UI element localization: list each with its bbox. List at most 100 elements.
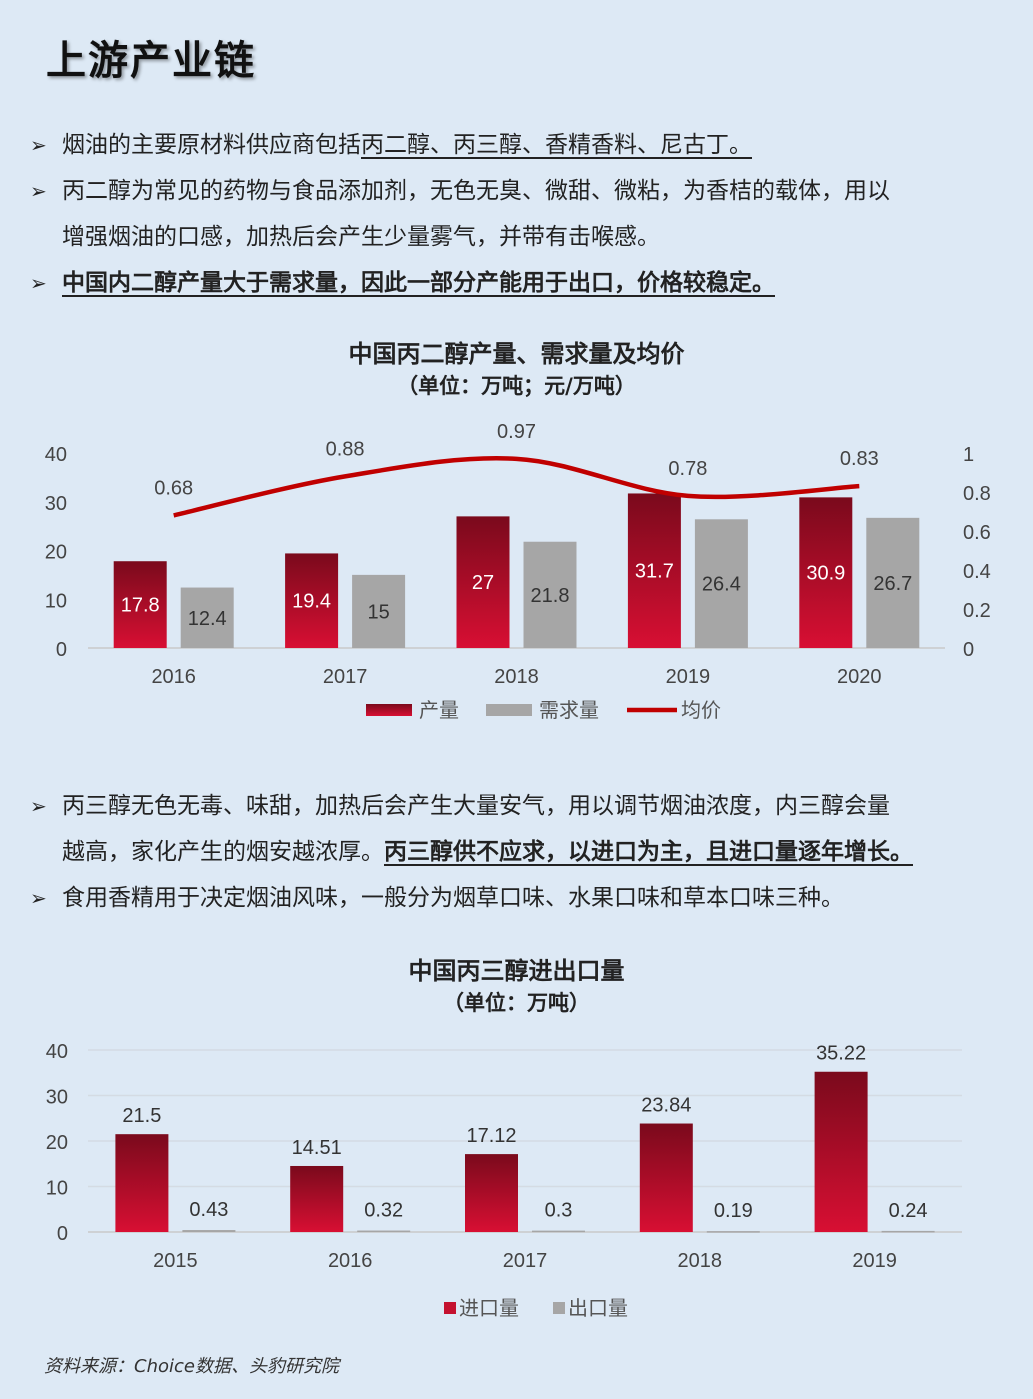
data-label-export: 0.43 bbox=[189, 1199, 228, 1221]
bar-import bbox=[115, 1134, 169, 1232]
bullet-bold-text: 中国内二醇产量大于需求量，因此一部分产能用于出口，价格较稳定。 bbox=[62, 269, 775, 296]
bullet-list-1: ➢ 烟油的主要原材料供应商包括丙二醇、丙三醇、香精香料、尼古丁。 ➢ 丙二醇为常… bbox=[30, 122, 1020, 306]
bar-export bbox=[706, 1231, 760, 1233]
chart-propylene-glycol: 0 10 20 30 40 0 0.2 0.4 0.6 0.8 1 17.8 12.4 2016 19.4 1… bbox=[45, 421, 991, 722]
y-tick-label: 20 bbox=[46, 1132, 68, 1154]
data-label-import: 17.12 bbox=[466, 1125, 516, 1147]
bar-demand bbox=[866, 517, 920, 648]
bullet-underlined-text: 丙二醇、丙三醇、香精香料、尼古丁。 bbox=[361, 132, 752, 158]
bar-import bbox=[639, 1123, 693, 1232]
bar-export bbox=[881, 1230, 935, 1233]
y2-tick-label: 1 bbox=[963, 444, 974, 466]
bullet-text: 食用香精用于决定烟油风味，一般分为烟草口味、水果口味和草本口味三种。 bbox=[62, 885, 844, 911]
data-label-demand: 21.8 bbox=[531, 585, 570, 607]
arrow-bullet-icon: ➢ bbox=[30, 179, 47, 203]
bullet-text-line2: 增强烟油的口感，加热后会产生少量雾气，并带有击喉感。 bbox=[62, 224, 660, 250]
x-tick-label: 2016 bbox=[151, 666, 196, 688]
y-tick-label: 40 bbox=[46, 1041, 68, 1063]
y2-tick-label: 0.4 bbox=[963, 561, 991, 583]
chart1-title-block: 中国丙二醇产量、需求量及均价 （单位：万吨；元/万吨） bbox=[0, 338, 1033, 402]
y2-tick-label: 0.2 bbox=[963, 600, 991, 622]
x-tick-label: 2017 bbox=[503, 1250, 548, 1272]
bullet-propylene-glycol: ➢ 丙二醇为常见的药物与食品添加剂，无色无臭、微甜、微粘，为香桔的载体，用以 增强… bbox=[30, 168, 1020, 260]
page-title: 上游产业链 bbox=[46, 37, 256, 84]
y-tick-label: 10 bbox=[46, 1178, 68, 1200]
y2-tick-label: 0.6 bbox=[963, 522, 991, 544]
bar-demand bbox=[352, 574, 406, 648]
bar-demand bbox=[180, 587, 234, 648]
data-label-production: 17.8 bbox=[121, 595, 160, 617]
y2-tick-label: 0.8 bbox=[963, 483, 991, 505]
bullet-text-line1: 丙三醇无色无毒、味甜，加热后会产生大量安气，用以调节烟油浓度，内三醇会量 bbox=[62, 793, 890, 819]
data-label-export: 0.24 bbox=[889, 1200, 928, 1222]
bar-demand bbox=[523, 541, 577, 648]
legend-swatch-import bbox=[444, 1302, 456, 1314]
data-label-demand: 12.4 bbox=[188, 608, 227, 630]
x-tick-label: 2019 bbox=[666, 666, 711, 688]
data-label-production: 31.7 bbox=[635, 561, 674, 583]
bar-production bbox=[285, 553, 339, 648]
arrow-bullet-icon: ➢ bbox=[30, 886, 47, 910]
data-label-demand: 26.4 bbox=[702, 574, 741, 596]
data-label-import: 21.5 bbox=[122, 1105, 161, 1127]
data-label-export: 0.32 bbox=[364, 1200, 403, 1222]
bullet-glycerol: ➢ 丙三醇无色无毒、味甜，加热后会产生大量安气，用以调节烟油浓度，内三醇会量 越高… bbox=[30, 783, 1020, 875]
chart2-title-block: 中国丙三醇进出口量 （单位：万吨） bbox=[0, 955, 1033, 1019]
data-label-production: 30.9 bbox=[806, 563, 845, 585]
y-tick-label: 0 bbox=[57, 1223, 68, 1245]
bar-production bbox=[113, 561, 167, 648]
line-average-price bbox=[173, 456, 860, 518]
data-label-production: 19.4 bbox=[292, 591, 331, 613]
data-label-demand: 15 bbox=[367, 601, 389, 623]
bullet-raw-materials: ➢ 烟油的主要原材料供应商包括丙二醇、丙三醇、香精香料、尼古丁。 bbox=[30, 122, 1020, 168]
bar-production bbox=[627, 493, 681, 648]
bullet-production-vs-demand: ➢ 中国内二醇产量大于需求量，因此一部分产能用于出口，价格较稳定。 bbox=[30, 260, 1020, 306]
y-tick-label: 30 bbox=[46, 1087, 68, 1109]
y-tick-label: 40 bbox=[45, 444, 67, 466]
bullet-text-line1: 丙二醇为常见的药物与食品添加剂，无色无臭、微甜、微粘，为香桔的载体，用以 bbox=[62, 178, 890, 204]
data-label-production: 27 bbox=[472, 572, 494, 594]
y-tick-label: 20 bbox=[45, 542, 67, 564]
x-tick-label: 2019 bbox=[852, 1250, 897, 1272]
chart1-title: 中国丙二醇产量、需求量及均价 bbox=[348, 339, 685, 368]
y2-tick-label: 0 bbox=[963, 639, 974, 661]
data-label-price: 0.78 bbox=[668, 458, 707, 480]
y-tick-label: 30 bbox=[45, 493, 67, 515]
data-label-import: 35.22 bbox=[816, 1043, 866, 1065]
bullet-flavors: ➢ 食用香精用于决定烟油风味，一般分为烟草口味、水果口味和草本口味三种。 bbox=[30, 875, 1020, 921]
chart2-subtitle: （单位：万吨） bbox=[443, 990, 590, 1015]
x-tick-label: 2016 bbox=[328, 1250, 373, 1272]
bar-production bbox=[799, 497, 853, 648]
data-label-import: 23.84 bbox=[641, 1095, 691, 1117]
x-tick-label: 2015 bbox=[153, 1250, 198, 1272]
x-tick-label: 2018 bbox=[494, 666, 539, 688]
legend-label-export: 出口量 bbox=[568, 1297, 628, 1320]
data-label-price: 0.68 bbox=[154, 477, 193, 499]
bullet-text-line2: 越高，家化产生的烟安越浓厚。 bbox=[62, 839, 384, 865]
source-note: 资料来源：Choice数据、头豹研究院 bbox=[44, 1356, 339, 1377]
arrow-bullet-icon: ➢ bbox=[30, 794, 47, 818]
data-label-export: 0.3 bbox=[545, 1200, 573, 1222]
bullet-text: 烟油的主要原材料供应商包括 bbox=[62, 132, 361, 158]
chart-glycerol-trade: 0 10 20 30 40 21.5 0.43 2015 14.51 0.32 2016 17.12 0… bbox=[46, 1041, 962, 1320]
y-tick-label: 0 bbox=[56, 639, 67, 661]
data-label-price: 0.88 bbox=[326, 438, 365, 460]
x-tick-label: 2017 bbox=[323, 666, 368, 688]
legend-swatch-production bbox=[366, 704, 412, 716]
legend-label-import: 进口量 bbox=[459, 1297, 519, 1320]
data-label-price: 0.97 bbox=[497, 421, 536, 443]
chart2-title: 中国丙三醇进出口量 bbox=[408, 956, 625, 985]
data-label-import: 14.51 bbox=[292, 1137, 342, 1159]
bullet-underlined-text: 丙三醇供不应求，以进口为主，且进口量逐年增长。 bbox=[384, 838, 913, 865]
bar-production bbox=[456, 516, 510, 648]
arrow-bullet-icon: ➢ bbox=[30, 133, 47, 157]
bar-import bbox=[465, 1154, 518, 1232]
legend-label-price: 均价 bbox=[681, 699, 721, 722]
legend-swatch-demand bbox=[486, 704, 532, 716]
bullet-list-2: ➢ 丙三醇无色无毒、味甜，加热后会产生大量安气，用以调节烟油浓度，内三醇会量 越高… bbox=[30, 783, 1020, 921]
data-label-price: 0.83 bbox=[840, 448, 879, 470]
legend-label-demand: 需求量 bbox=[539, 699, 599, 722]
legend-label-production: 产量 bbox=[419, 699, 459, 722]
x-tick-label: 2020 bbox=[837, 666, 882, 688]
bar-import bbox=[814, 1071, 868, 1232]
